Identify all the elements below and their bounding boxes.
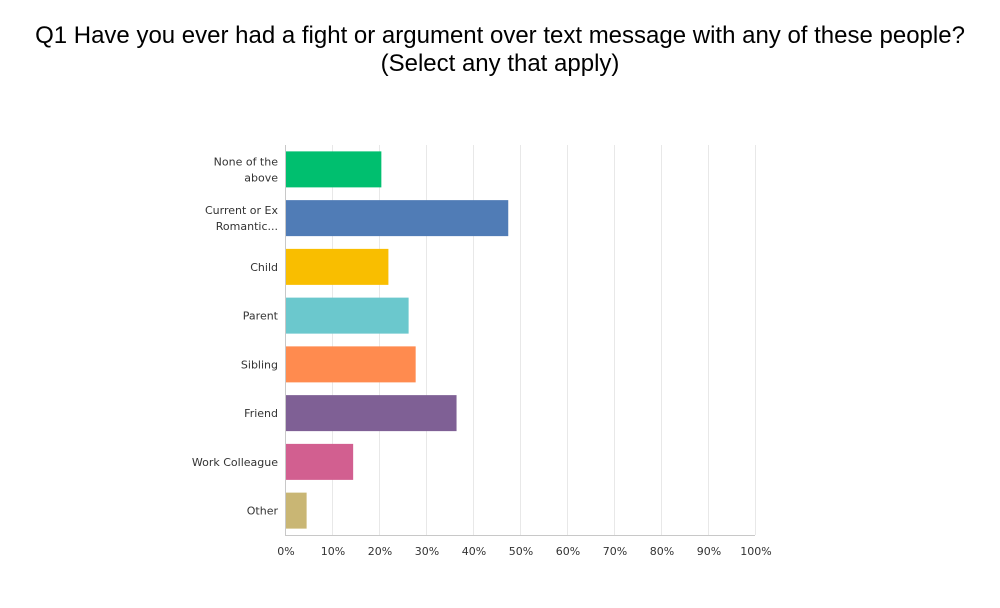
x-tick-label: 0% [277, 545, 294, 558]
bar [286, 346, 416, 383]
chart-title-line-1: Q1 Have you ever had a fight or argument… [35, 22, 965, 49]
x-tick-label: 70% [603, 545, 627, 558]
x-tick-label: 60% [556, 545, 580, 558]
category-labels: None of the above Current or Ex Romantic...… [192, 155, 279, 517]
bar [286, 297, 409, 334]
category-label: Child [250, 261, 278, 274]
bar [286, 248, 389, 285]
category-label-line: Parent [243, 310, 279, 323]
x-tick-label: 10% [321, 545, 345, 558]
category-label-line: Current or Ex [205, 204, 279, 217]
bar [286, 395, 457, 432]
category-label: Parent [243, 310, 279, 323]
x-tick-label: 50% [509, 545, 533, 558]
x-tick-label: 20% [368, 545, 392, 558]
category-label-line: Work Colleague [192, 456, 278, 469]
category-label: Current or Ex Romantic... [205, 204, 279, 233]
bars [286, 151, 509, 529]
chart-title-line-2: (Select any that apply) [380, 50, 620, 77]
bar [286, 443, 354, 480]
gridlines [332, 145, 756, 535]
category-label: Other [247, 505, 279, 518]
category-label: Friend [244, 407, 278, 420]
chart-title: Q1 Have you ever had a fight or argument… [0, 22, 1000, 78]
x-tick-labels: 0% 10% 20% 30% 40% 50% 60% 70% 80% 90% 100% [277, 545, 771, 558]
category-label-line: Child [250, 261, 278, 274]
x-tick-label: 100% [740, 545, 771, 558]
category-label-line: Sibling [241, 358, 278, 371]
bar [286, 200, 509, 237]
category-label-line: Friend [244, 407, 278, 420]
bar [286, 151, 382, 188]
bar [286, 492, 307, 529]
x-tick-label: 90% [697, 545, 721, 558]
category-label-line: above [244, 171, 278, 184]
category-label: Work Colleague [192, 456, 278, 469]
x-tick-label: 80% [650, 545, 674, 558]
x-tick-label: 40% [462, 545, 486, 558]
category-label-line: Romantic... [216, 220, 278, 233]
category-label-line: None of the [214, 155, 279, 168]
category-label: None of the above [214, 155, 279, 184]
category-label-line: Other [247, 505, 279, 518]
category-label: Sibling [241, 358, 278, 371]
x-tick-label: 30% [415, 545, 439, 558]
